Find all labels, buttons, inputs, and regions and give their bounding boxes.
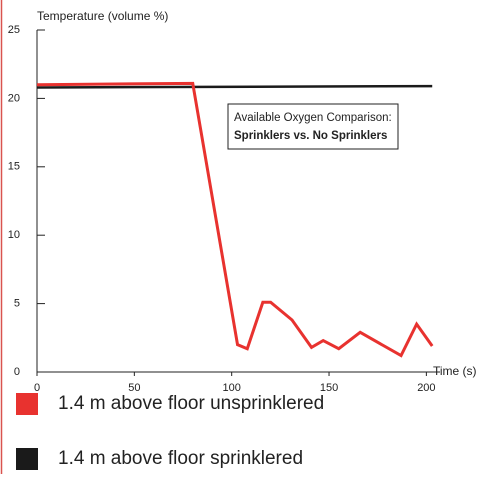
y-tick-label: 0	[14, 366, 20, 378]
x-tick-label: 100	[223, 382, 241, 394]
y-tick-label: 15	[8, 161, 20, 173]
legend-swatch	[16, 448, 38, 470]
x-axis-label: Time (s)	[433, 364, 477, 378]
y-tick-label: 25	[8, 24, 20, 36]
annotation-text: Available Oxygen Comparison:	[234, 112, 392, 124]
x-tick-label: 0	[34, 382, 40, 394]
plot: 0 5 10 15 20 25 0 50 100 150 200	[8, 24, 440, 394]
data-line	[36, 81, 434, 358]
x-tick-label: 200	[417, 382, 435, 394]
annotation-text: Sprinklers vs. No Sprinklers	[234, 130, 387, 142]
legend-swatch	[16, 393, 38, 415]
x-tick-label: 50	[128, 382, 140, 394]
legend-label: 1.4 m above floor sprinklered	[58, 448, 303, 469]
x-tick-label: 150	[320, 382, 338, 394]
y-tick-label: 10	[8, 229, 20, 241]
y-axis-label: Temperature (volume %)	[37, 9, 168, 23]
legend-label: 1.4 m above floor unsprinklered	[58, 393, 324, 414]
y-tick-label: 5	[14, 298, 20, 310]
data-line	[36, 84, 433, 89]
y-tick-label: 20	[8, 92, 20, 104]
annotation-box	[227, 103, 399, 150]
